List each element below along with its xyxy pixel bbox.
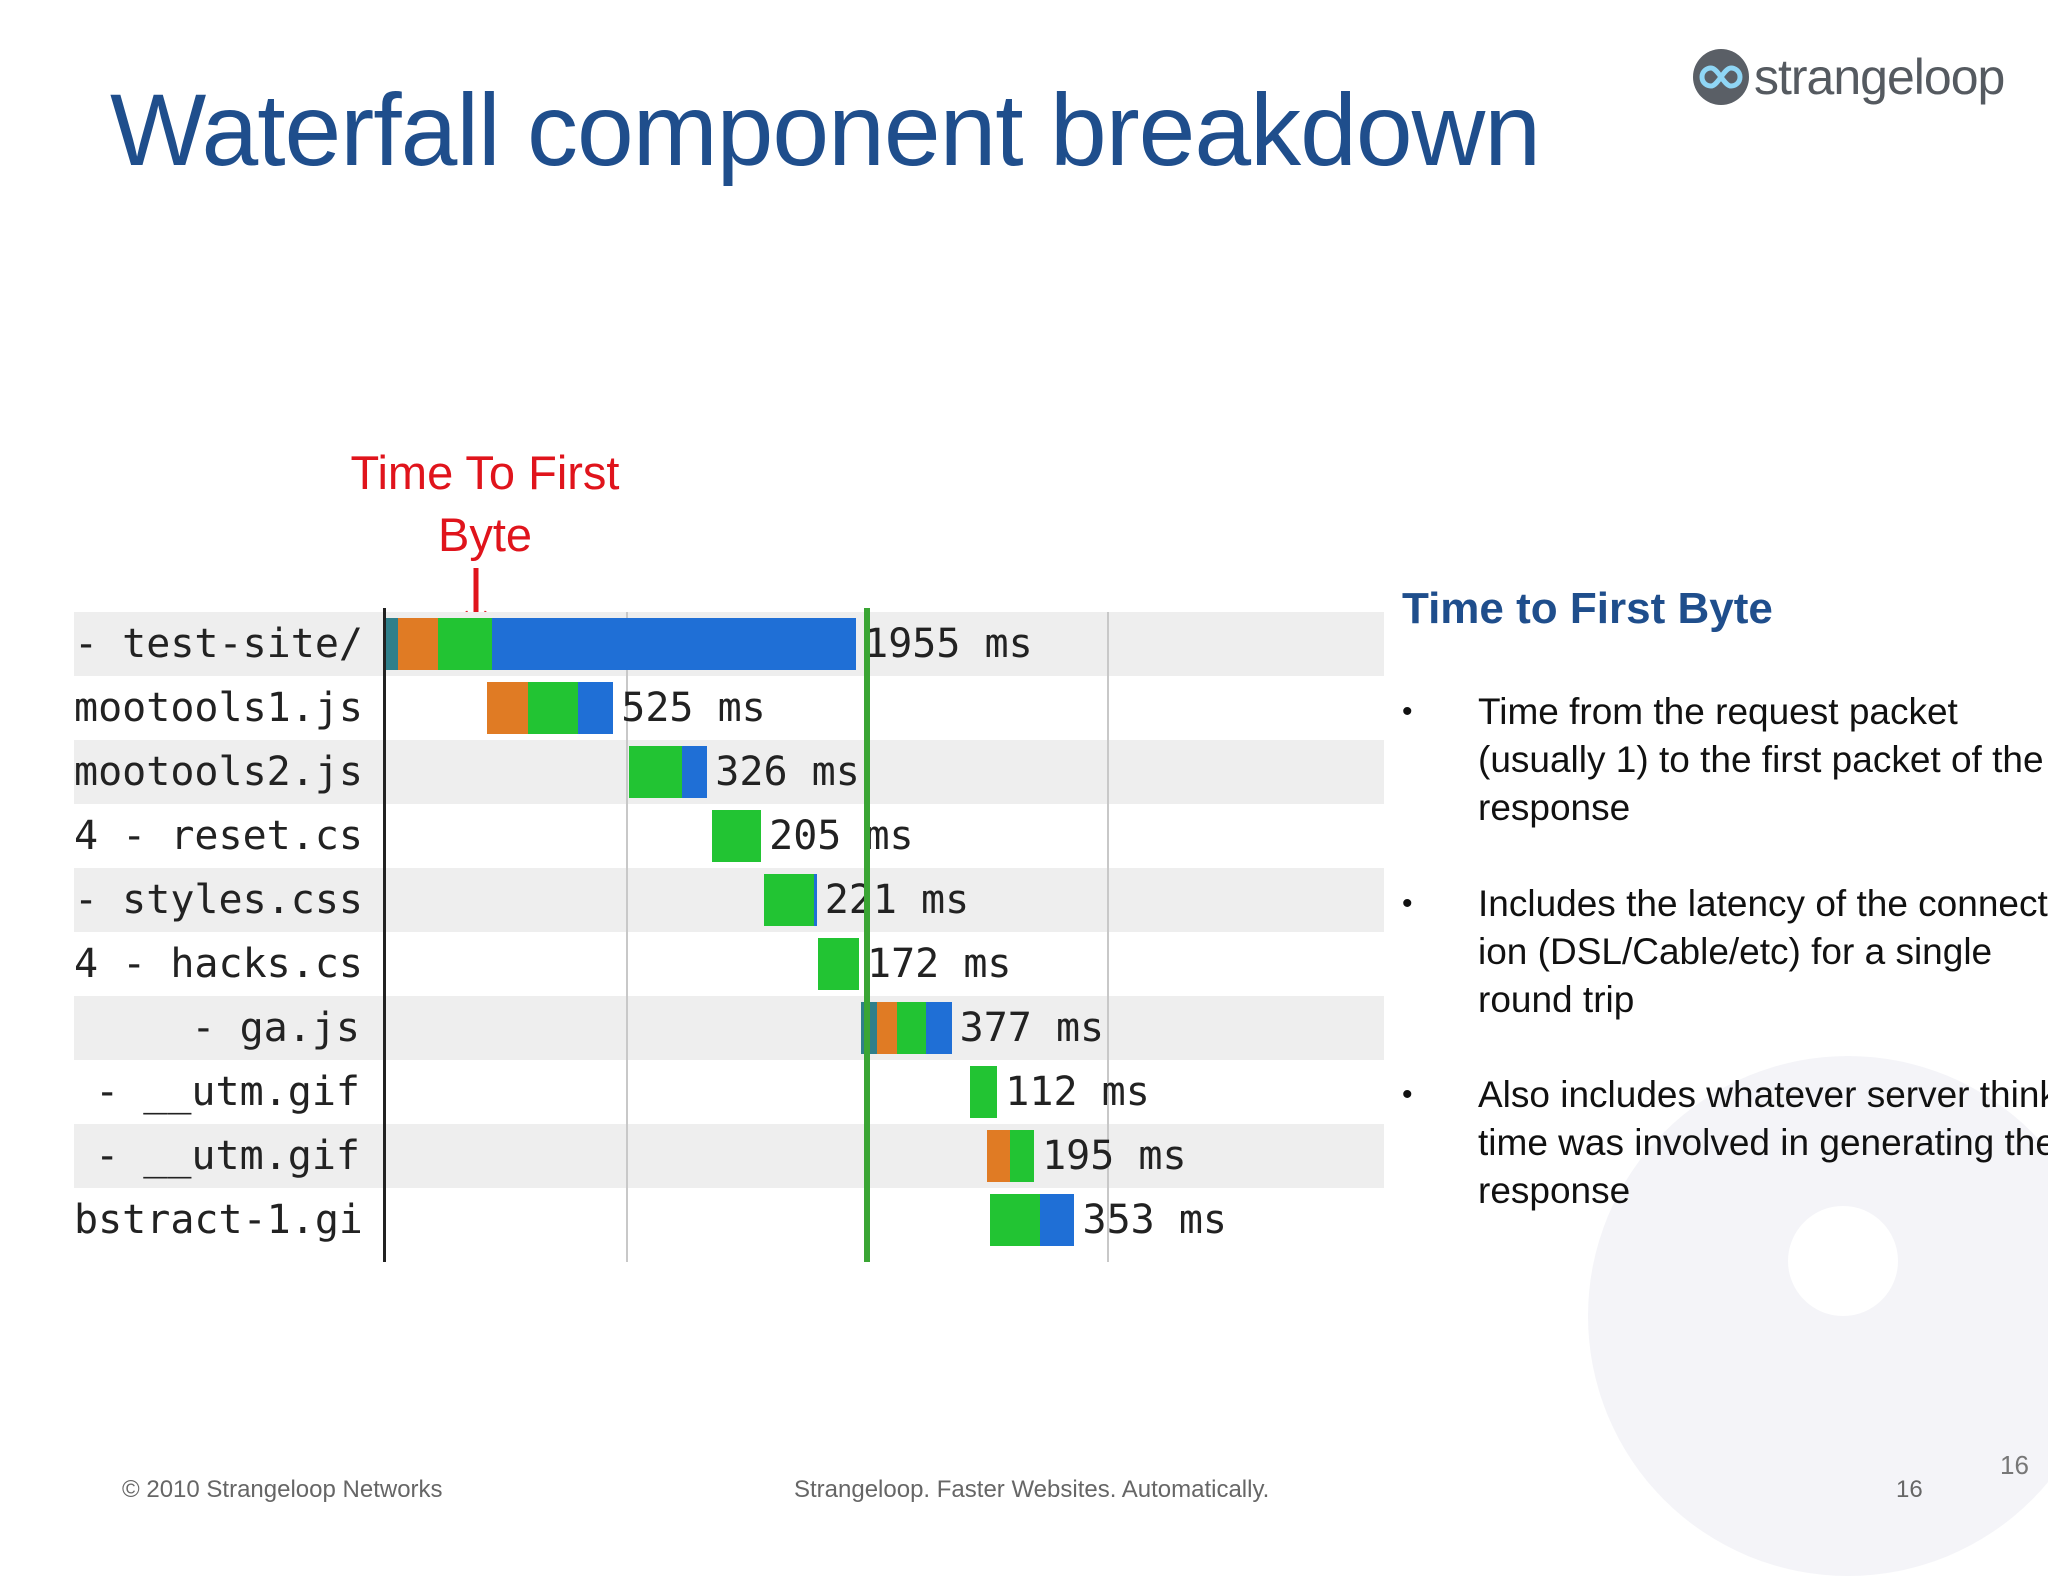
bar-segment-ttfb	[970, 1066, 998, 1118]
bar-segment-download	[578, 682, 614, 734]
infinity-loop-icon	[1693, 49, 1749, 105]
bar-segment-ttfb	[817, 938, 860, 990]
row-band	[74, 1124, 1384, 1188]
duration-label: 172 ms	[867, 941, 1012, 987]
waterfall-row-label: - __utm.gif	[95, 1133, 360, 1179]
time-axis-line	[383, 608, 386, 1262]
bar-segment-ttfb	[437, 618, 492, 670]
bar-segment-ttfb	[711, 810, 762, 862]
bullet-dot: •	[1402, 887, 1413, 920]
waterfall-row-label: mootools2.js	[74, 749, 360, 795]
bar-segment-ttfb	[628, 746, 682, 798]
bar-segment-download	[925, 1002, 952, 1054]
bullet-text: Time from the request packet (usually 1)…	[1478, 691, 2044, 828]
row-band	[74, 740, 1384, 804]
bullet-dot: •	[1402, 1078, 1413, 1111]
bar-segment-ttfb	[897, 1002, 926, 1054]
bar-segment-ttfb	[763, 874, 815, 926]
duration-label: 112 ms	[1005, 1069, 1150, 1115]
waterfall-row-label: - __utm.gif	[95, 1069, 360, 1115]
info-title: Time to First Byte	[1402, 584, 1773, 633]
waterfall-row-label: - ga.js	[191, 1005, 360, 1051]
waterfall-row-label: - styles.css	[74, 877, 360, 923]
duration-label: 353 ms	[1082, 1197, 1227, 1243]
waterfall-row-label: 4 - hacks.css	[74, 941, 360, 987]
bar-segment-download	[814, 874, 817, 926]
waterfall-row-label: mootools1.js	[74, 685, 360, 731]
bar-segment-dns	[386, 618, 399, 670]
bar-segment-download	[1040, 1194, 1075, 1246]
footer-tagline: Strangeloop. Faster Websites. Automatica…	[794, 1476, 1270, 1503]
row-band	[74, 868, 1384, 932]
waterfall-row-label: 4 - reset.css	[74, 813, 360, 859]
duration-label: 205 ms	[769, 813, 914, 859]
waterfall-row-label: bstract-1.gif	[74, 1197, 360, 1243]
bullet-text: Includes the latency of the connect ion …	[1478, 883, 2048, 1020]
gridline	[1107, 612, 1110, 1262]
bar-segment-connect	[987, 1130, 1011, 1182]
bullet-dot: •	[1402, 695, 1413, 728]
bar-segment-connect	[876, 1002, 898, 1054]
bar-segment-download	[681, 746, 708, 798]
row-band	[74, 996, 1384, 1060]
bar-segment-connect	[487, 682, 528, 734]
document-complete-marker	[863, 608, 870, 1262]
bullet-text: Also includes whatever server think time…	[1478, 1074, 2048, 1211]
duration-label: 195 ms	[1042, 1133, 1187, 1179]
waterfall-row-label: - test-site/	[74, 621, 360, 667]
duration-label: 1955 ms	[864, 621, 1033, 667]
bar-segment-ttfb	[1010, 1130, 1035, 1182]
bar-segment-ttfb	[527, 682, 579, 734]
footer-copyright: © 2010 Strangeloop Networks	[122, 1476, 443, 1503]
duration-label: 221 ms	[824, 877, 970, 923]
background-decoration-hole	[1788, 1206, 1898, 1316]
footer-page-number: 16	[1896, 1476, 1923, 1503]
duration-label: 525 ms	[621, 685, 766, 731]
ttfb-annotation: Time To First Byte	[350, 446, 620, 561]
gridline	[626, 612, 629, 1262]
bar-segment-download	[491, 618, 857, 670]
duration-label: 377 ms	[959, 1005, 1105, 1051]
duration-label: 326 ms	[715, 749, 860, 795]
bar-segment-connect	[398, 618, 438, 670]
background-decoration	[1588, 1056, 2048, 1576]
slide-title: Waterfall component breakdown	[110, 73, 1541, 187]
bar-segment-ttfb	[989, 1194, 1041, 1246]
strangeloop-logo: strangeloop	[1692, 48, 2005, 106]
corner-page-number: 16	[2000, 1450, 2029, 1480]
waterfall-chart: - test-site/1955 ms mootools1.js 525 ms moo…	[74, 608, 1384, 1284]
logo-text: strangeloop	[1754, 49, 2005, 105]
